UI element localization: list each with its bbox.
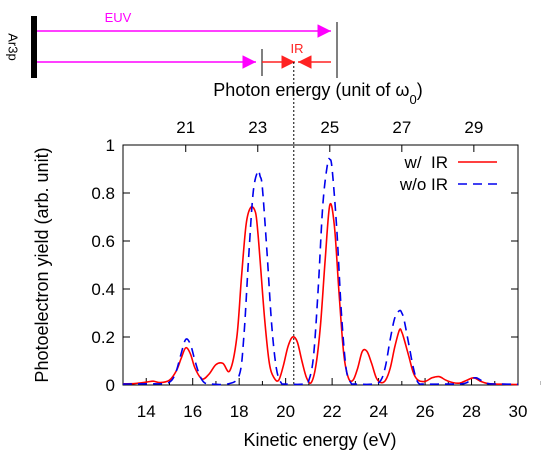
euv-label: EUV: [105, 10, 132, 25]
ir-label: IR: [291, 41, 304, 56]
ar3p-label: Ar3p: [6, 33, 21, 60]
y-axis-title: Photoelectron yield (arb. unit): [32, 147, 52, 382]
y-tick-label: 1: [106, 136, 115, 155]
x2-tick-label: 23: [248, 118, 267, 137]
x2-tick-label: 29: [464, 118, 483, 137]
series-line-w-ir: [122, 202, 519, 386]
x2-tick-label: 21: [176, 118, 195, 137]
x-tick-label: 22: [323, 402, 342, 421]
y-tick-label: 0.6: [91, 232, 115, 251]
x-tick-label: 20: [276, 402, 295, 421]
y-tick-label: 0: [106, 376, 115, 395]
axis-ticks: [123, 144, 541, 386]
legend: w/ IR w/o IR: [399, 153, 497, 194]
top-axis-title: Photon energy (unit of ω0): [213, 80, 422, 107]
series-layer: [122, 157, 519, 386]
tick-labels: 14 16 18 20 22 24 26 28 30 0 0.2 0.4 0.6 0.8 1 21 23 25 27…: [91, 118, 527, 421]
x-tick-label: 26: [416, 402, 435, 421]
plot-frame: [122, 144, 519, 386]
legend-label-w-ir: w/ IR: [404, 153, 448, 172]
y-tick-label: 0.4: [91, 280, 115, 299]
legend-label-wo-ir: w/o IR: [399, 175, 448, 194]
x-tick-label: 18: [230, 402, 249, 421]
x2-tick-label: 27: [392, 118, 411, 137]
x-tick-label: 14: [137, 402, 156, 421]
ar3p-level-bar: [31, 16, 37, 78]
x-tick-label: 28: [462, 402, 481, 421]
x-tick-label: 16: [183, 402, 202, 421]
x-tick-label: 30: [509, 402, 528, 421]
energy-diagram: Ar3p EUV IR: [6, 10, 338, 78]
series-line-wo-ir: [122, 157, 519, 386]
y-tick-label: 0.8: [91, 184, 115, 203]
x-axis-title: Kinetic energy (eV): [243, 430, 396, 450]
x-tick-label: 24: [369, 402, 388, 421]
x2-tick-label: 25: [320, 118, 339, 137]
y-tick-label: 0.2: [91, 328, 115, 347]
